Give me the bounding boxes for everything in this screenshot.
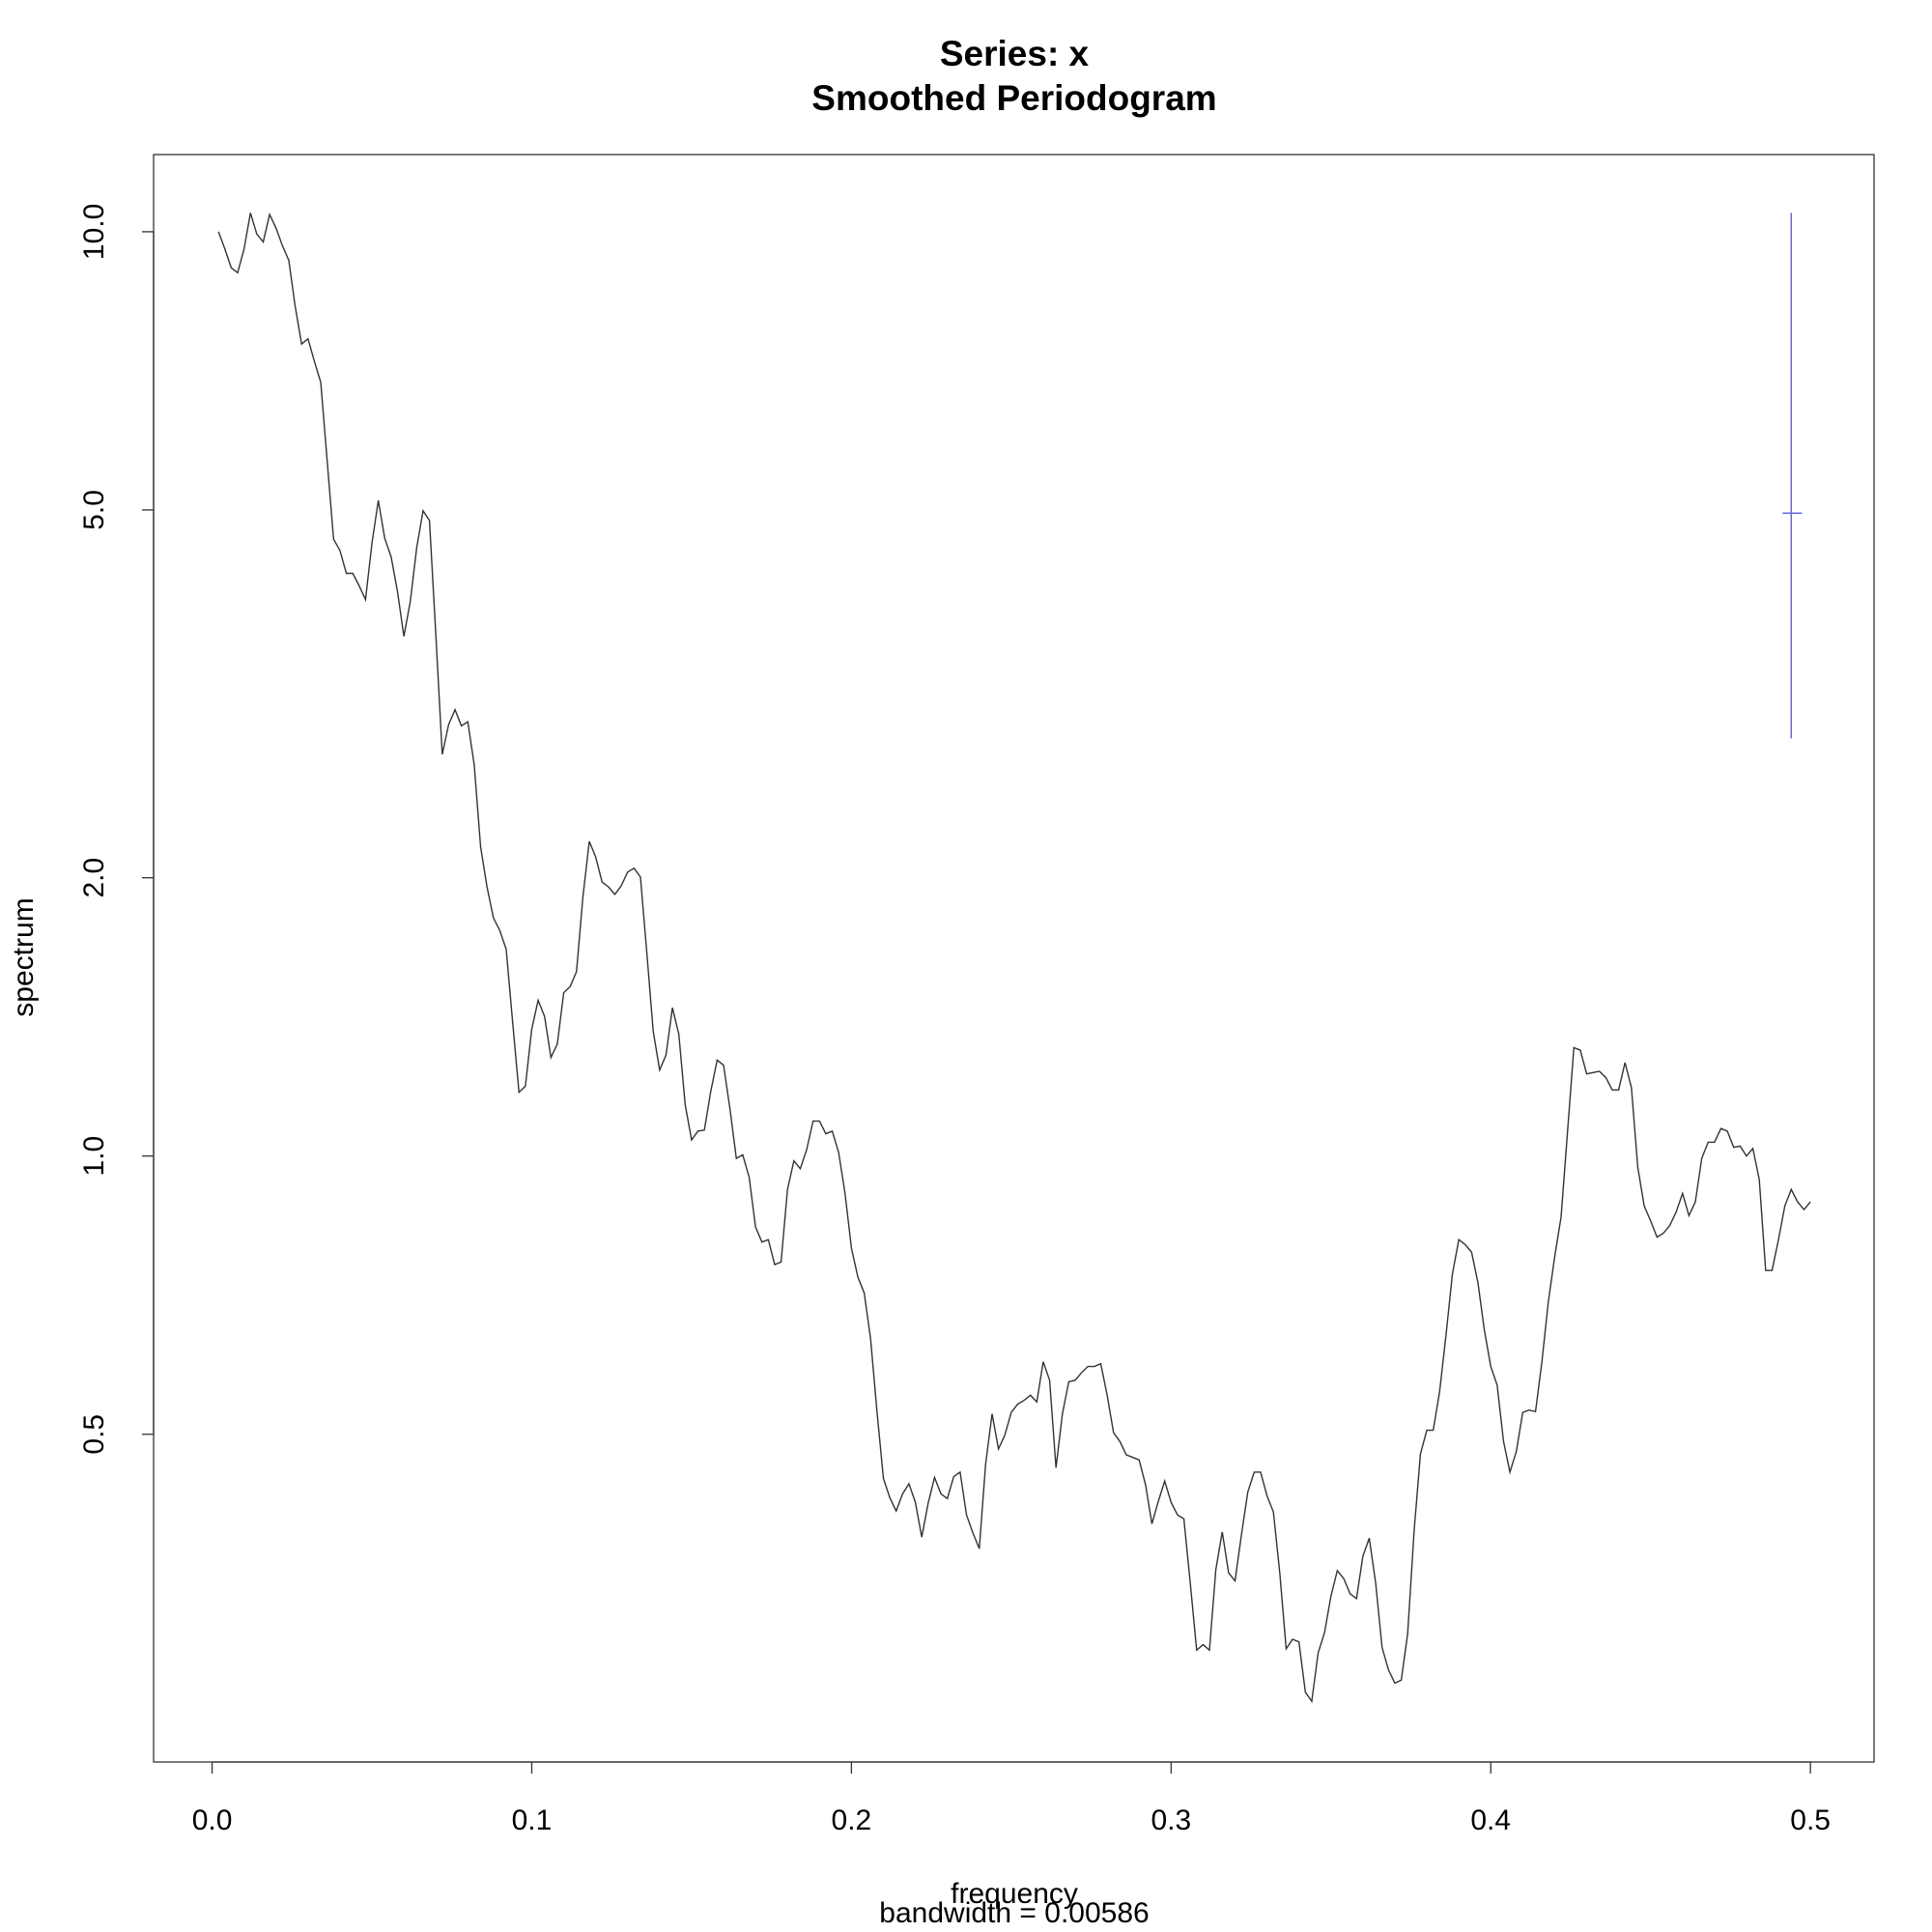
chart-title: Series: x bbox=[940, 34, 1090, 73]
chart-subtitle: Smoothed Periodogram bbox=[811, 78, 1216, 118]
y-axis-label: spectrum bbox=[8, 897, 40, 1016]
x-tick-label: 0.4 bbox=[1470, 1804, 1511, 1836]
x-tick-label: 0.5 bbox=[1790, 1804, 1831, 1836]
x-tick-label: 0.0 bbox=[192, 1804, 233, 1836]
y-tick-label: 5.0 bbox=[78, 490, 110, 530]
spectrum-line bbox=[217, 212, 1811, 1704]
x-tick-label: 0.3 bbox=[1151, 1804, 1191, 1836]
x-axis-sublabel: bandwidth = 0.00586 bbox=[879, 1897, 1149, 1929]
x-tick-label: 0.1 bbox=[512, 1804, 553, 1836]
plot-frame bbox=[153, 154, 1875, 1763]
y-tick-label: 1.0 bbox=[78, 1136, 110, 1177]
y-tick-label: 0.5 bbox=[78, 1414, 110, 1455]
x-axis-label: frequency bbox=[951, 1878, 1078, 1910]
y-tick-label: 2.0 bbox=[78, 858, 110, 898]
x-tick-label: 0.2 bbox=[832, 1804, 872, 1836]
y-tick-label: 10.0 bbox=[78, 204, 110, 260]
